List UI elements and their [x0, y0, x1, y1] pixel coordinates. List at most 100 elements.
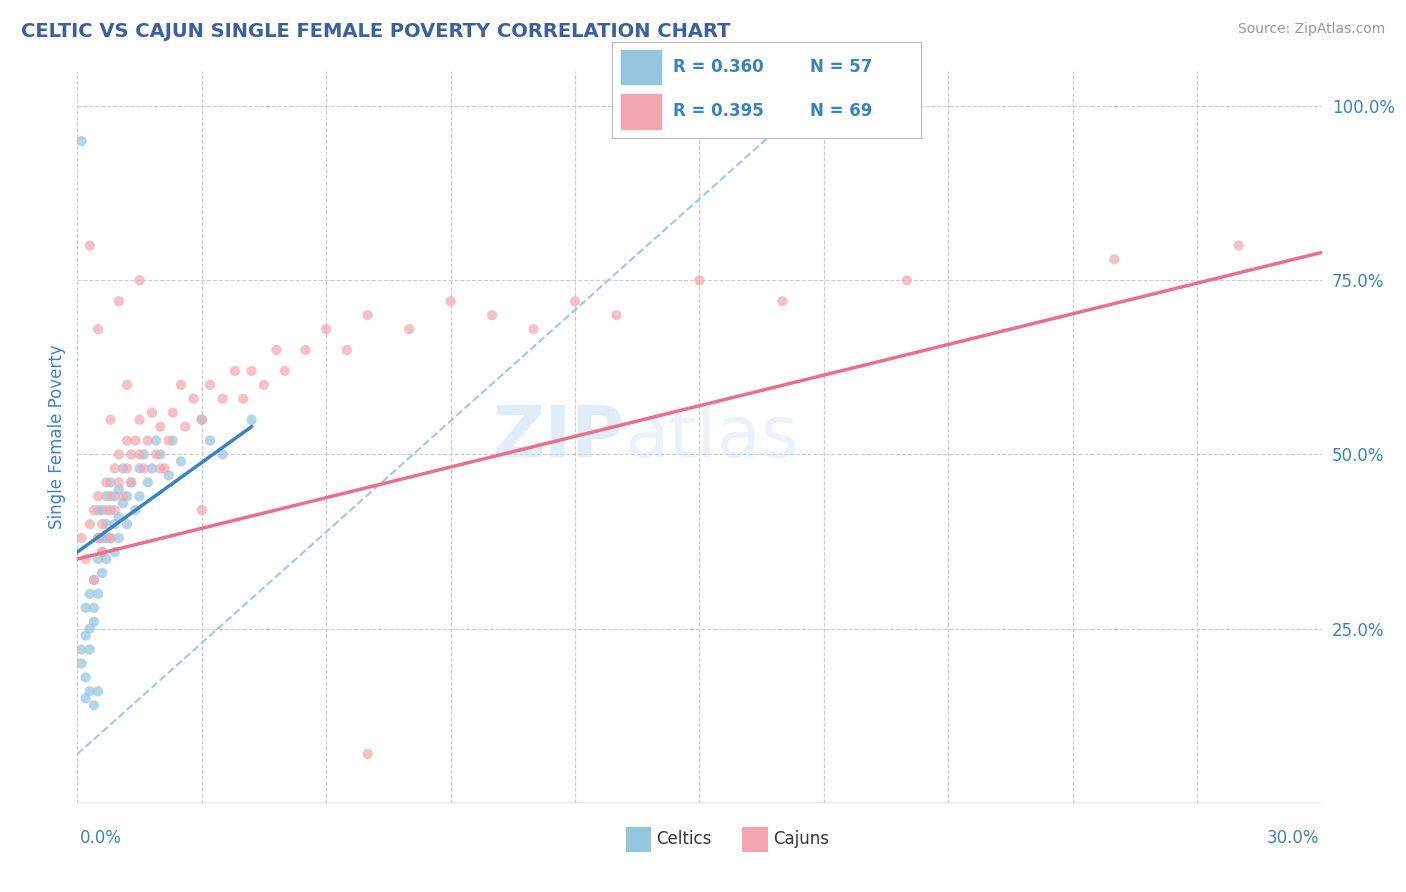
Point [79, 642, 101, 657]
Point [87, 322, 110, 336]
Point [87, 587, 110, 601]
Point [75, 552, 97, 566]
Point [96, 517, 118, 532]
Point [79, 587, 101, 601]
Point [132, 461, 155, 475]
Point [481, 308, 503, 322]
Point [149, 461, 172, 475]
Text: 30.0%: 30.0% [1267, 830, 1319, 847]
Point [75, 691, 97, 706]
Point [79, 517, 101, 532]
Text: Source: ZipAtlas.com: Source: ZipAtlas.com [1237, 22, 1385, 37]
Point [96, 552, 118, 566]
Point [606, 308, 628, 322]
Point [87, 489, 110, 503]
Point [79, 238, 101, 252]
Point [141, 461, 163, 475]
Point [104, 503, 127, 517]
Text: R = 0.360: R = 0.360 [673, 58, 763, 76]
Point [124, 434, 146, 448]
Y-axis label: Single Female Poverty: Single Female Poverty [48, 345, 66, 529]
Point [136, 434, 159, 448]
Point [104, 545, 127, 559]
Point [100, 503, 122, 517]
Point [91, 545, 114, 559]
Point [274, 364, 297, 378]
Point [132, 448, 155, 462]
Point [79, 622, 101, 636]
Point [96, 503, 118, 517]
Point [198, 434, 221, 448]
Point [315, 322, 337, 336]
Point [115, 461, 138, 475]
Point [128, 273, 150, 287]
Point [91, 531, 114, 545]
Point [79, 684, 101, 698]
Point [162, 434, 184, 448]
Point [96, 475, 118, 490]
Point [128, 461, 150, 475]
Point [108, 483, 131, 497]
Point [100, 489, 122, 503]
Point [100, 531, 122, 545]
Point [96, 531, 118, 545]
Point [128, 412, 150, 426]
Point [191, 412, 214, 426]
Point [398, 322, 420, 336]
Point [170, 377, 193, 392]
Point [108, 475, 131, 490]
Point [145, 434, 167, 448]
Point [120, 475, 142, 490]
Point [1104, 252, 1126, 267]
Point [357, 747, 380, 761]
Point [145, 448, 167, 462]
Point [211, 392, 233, 406]
Point [91, 545, 114, 559]
Point [100, 412, 122, 426]
Point [75, 600, 97, 615]
Bar [621, 50, 661, 85]
Point [183, 392, 205, 406]
Point [83, 573, 105, 587]
Point [211, 448, 233, 462]
Point [128, 448, 150, 462]
Point [523, 322, 546, 336]
Text: Celtics: Celtics [657, 830, 711, 848]
Point [149, 419, 172, 434]
Text: Cajuns: Cajuns [773, 830, 830, 848]
Text: CELTIC VS CAJUN SINGLE FEMALE POVERTY CORRELATION CHART: CELTIC VS CAJUN SINGLE FEMALE POVERTY CO… [21, 22, 731, 41]
Point [87, 531, 110, 545]
Point [100, 475, 122, 490]
Point [83, 573, 105, 587]
Point [108, 510, 131, 524]
Point [170, 454, 193, 468]
Point [564, 294, 586, 309]
Point [153, 461, 176, 475]
Point [141, 406, 163, 420]
Point [120, 448, 142, 462]
Point [149, 448, 172, 462]
Point [87, 531, 110, 545]
Point [70, 657, 93, 671]
Point [83, 615, 105, 629]
Point [83, 503, 105, 517]
Point [70, 531, 93, 545]
Point [336, 343, 359, 357]
Point [108, 294, 131, 309]
Point [83, 600, 105, 615]
Point [111, 489, 134, 503]
Point [70, 134, 93, 148]
Point [115, 489, 138, 503]
Point [108, 531, 131, 545]
Bar [621, 94, 661, 128]
Point [83, 698, 105, 713]
Point [224, 364, 246, 378]
Point [91, 517, 114, 532]
Point [91, 566, 114, 580]
Point [440, 294, 463, 309]
Point [108, 448, 131, 462]
Text: atlas: atlas [624, 402, 799, 472]
Point [87, 684, 110, 698]
Point [87, 503, 110, 517]
Point [689, 273, 711, 287]
